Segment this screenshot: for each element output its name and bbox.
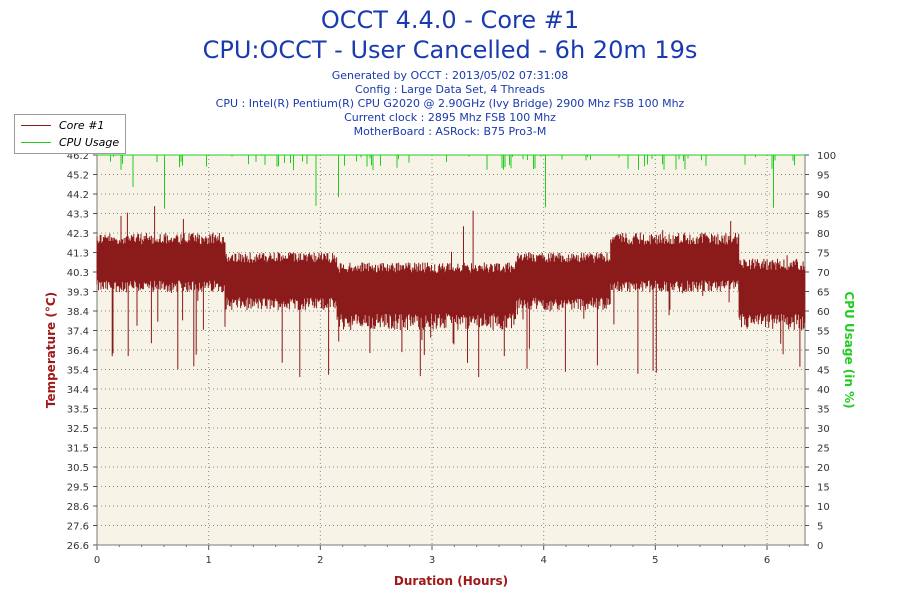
y-right-tick-label: 95: [817, 171, 830, 182]
y-axis-right-label: CPU Usage (in %): [842, 291, 856, 408]
y-right-tick-label: 45: [817, 366, 830, 377]
y-left-tick-label: 41.3: [67, 249, 89, 260]
info-config: Config : Large Data Set, 4 Threads: [355, 83, 545, 96]
x-tick-label: 5: [652, 555, 658, 566]
legend-label-core1: Core #1: [59, 118, 105, 132]
y-left-tick-label: 46.2: [67, 151, 89, 162]
x-tick-label: 3: [429, 555, 435, 566]
y-right-tick-label: 10: [817, 502, 830, 513]
y-right-tick-label: 25: [817, 444, 830, 455]
legend-label-cpu-usage: CPU Usage: [59, 135, 120, 149]
y-left-tick-label: 28.6: [67, 502, 89, 513]
y-left-tick-label: 29.5: [67, 483, 89, 494]
y-left-tick-label: 32.5: [67, 424, 89, 435]
y-right-tick-label: 80: [817, 229, 830, 240]
y-right-tick-label: 75: [817, 249, 830, 260]
y-left-tick-label: 36.4: [67, 346, 89, 357]
y-right-tick-label: 0: [817, 541, 823, 552]
y-left-tick-label: 43.3: [67, 210, 89, 221]
y-left-tick-label: 27.6: [67, 522, 89, 533]
legend-swatch-cpu-usage: [21, 141, 51, 143]
info-generated: Generated by OCCT : 2013/05/02 07:31:08: [331, 69, 569, 82]
y-left-tick-label: 45.2: [67, 171, 89, 182]
y-right-tick-label: 70: [817, 268, 830, 279]
y-left-tick-label: 30.5: [67, 463, 89, 474]
chart-subtitle: CPU:OCCT - User Cancelled - 6h 20m 19s: [202, 36, 698, 64]
y-right-tick-label: 90: [817, 190, 830, 201]
series-line-core1: [96, 206, 806, 377]
y-right-tick-label: 40: [817, 385, 830, 396]
legend: Core #1 CPU Usage: [14, 114, 126, 154]
plot-area: [96, 154, 806, 546]
y-left-tick-label: 26.6: [67, 541, 89, 552]
x-axis-label: Duration (Hours): [394, 574, 508, 588]
y-right-tick-label: 35: [817, 405, 830, 416]
grid-lines: [97, 155, 805, 545]
x-tick-label: 2: [317, 555, 323, 566]
legend-item-cpu-usage: CPU Usage: [21, 134, 119, 150]
y-left-tick-label: 40.3: [67, 268, 89, 279]
y-left-tick-label: 33.5: [67, 405, 89, 416]
x-tick-label: 1: [205, 555, 211, 566]
y-left-tick-label: 31.5: [67, 444, 89, 455]
y-left-tick-label: 42.3: [67, 229, 89, 240]
y-right-tick-label: 60: [817, 307, 830, 318]
chart-title: OCCT 4.4.0 - Core #1: [320, 6, 580, 34]
series-cpu-usage: [97, 154, 805, 209]
info-clock: Current clock : 2895 Mhz FSB 100 Mhz: [344, 111, 556, 124]
y-right-tick-label: 55: [817, 327, 830, 338]
y-left-tick-label: 34.4: [67, 385, 89, 396]
y-right-tick-label: 65: [817, 288, 830, 299]
y-left-tick-label: 38.4: [67, 307, 89, 318]
y-axis-left-label: Temperature (°C): [44, 292, 58, 408]
y-left-tick-label: 37.4: [67, 327, 89, 338]
x-tick-label: 0: [94, 555, 100, 566]
legend-swatch-core1: [21, 124, 51, 126]
info-cpu: CPU : Intel(R) Pentium(R) CPU G2020 @ 2.…: [215, 97, 685, 110]
info-motherboard: MotherBoard : ASRock: B75 Pro3-M: [353, 125, 547, 138]
x-tick-label: 4: [541, 555, 547, 566]
y-right-tick-label: 15: [817, 483, 830, 494]
y-right-tick-label: 20: [817, 463, 830, 474]
y-right-tick-label: 50: [817, 346, 830, 357]
y-right-tick-label: 5: [817, 522, 823, 533]
y-right-tick-label: 30: [817, 424, 830, 435]
y-left-tick-label: 39.3: [67, 288, 89, 299]
x-tick-label: 6: [764, 555, 770, 566]
series-line-cpu-usage: [97, 154, 805, 209]
y-right-tick-label: 100: [817, 151, 836, 162]
legend-item-core1: Core #1: [21, 117, 104, 133]
y-left-tick-label: 35.4: [67, 366, 89, 377]
y-right-tick-label: 85: [817, 210, 830, 221]
series-core1: [96, 206, 806, 377]
y-left-tick-label: 44.2: [67, 190, 89, 201]
